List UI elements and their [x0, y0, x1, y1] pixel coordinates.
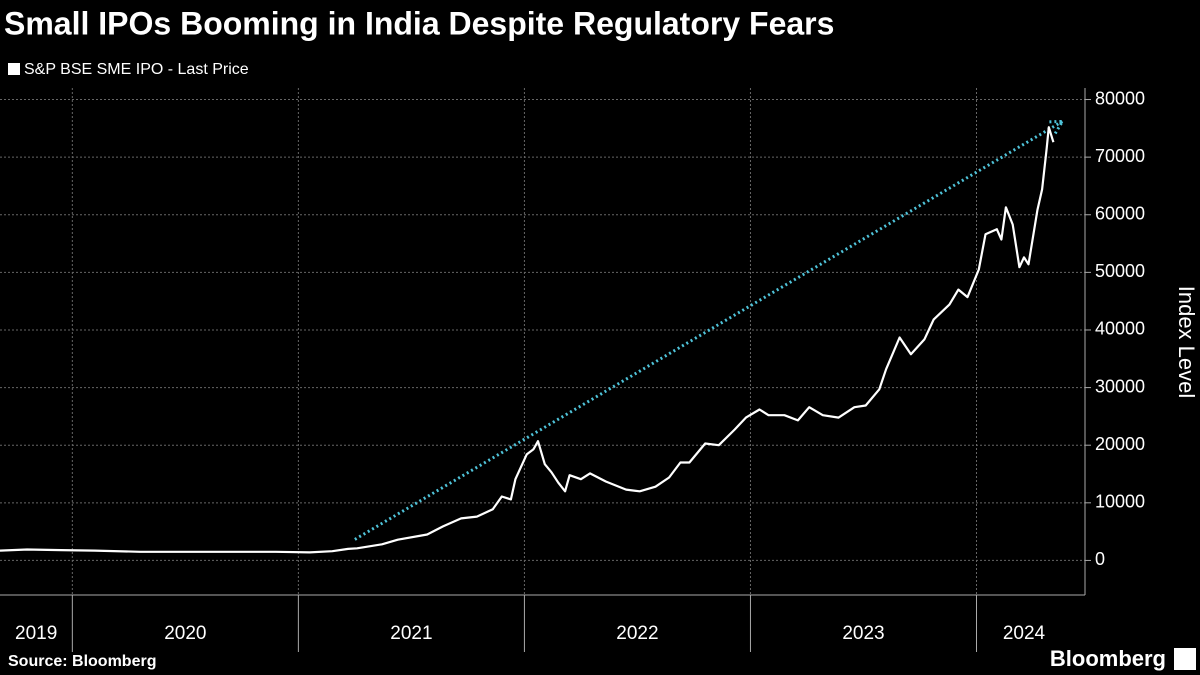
- y-tick-label: 50000: [1095, 261, 1145, 281]
- trend-arrow: [354, 120, 1064, 541]
- x-tick-label: 2023: [842, 623, 884, 644]
- logo: Bloomberg: [1050, 646, 1166, 671]
- legend-label: S&P BSE SME IPO - Last Price: [24, 61, 249, 78]
- x-tick-label: 2019: [15, 623, 57, 644]
- chart-title: Small IPOs Booming in India Despite Regu…: [4, 5, 834, 41]
- y-tick-label: 10000: [1095, 492, 1145, 512]
- y-tick-label: 30000: [1095, 376, 1145, 396]
- logo-icon: [1174, 648, 1196, 670]
- y-tick-label: 0: [1095, 549, 1105, 569]
- y-axis-label: Index Level: [1174, 286, 1199, 399]
- y-tick-label: 70000: [1095, 146, 1145, 166]
- x-tick-label: 2022: [616, 623, 658, 644]
- y-tick-label: 40000: [1095, 319, 1145, 339]
- x-tick-label: 2020: [164, 623, 206, 644]
- y-tick-label: 20000: [1095, 434, 1145, 454]
- x-tick-label: 2024: [1003, 623, 1046, 644]
- y-tick-label: 60000: [1095, 204, 1145, 224]
- legend-swatch: [8, 63, 20, 75]
- x-tick-label: 2021: [390, 623, 432, 644]
- y-tick-label: 80000: [1095, 88, 1145, 108]
- line-series: [0, 126, 1055, 554]
- source: Source: Bloomberg: [8, 653, 156, 670]
